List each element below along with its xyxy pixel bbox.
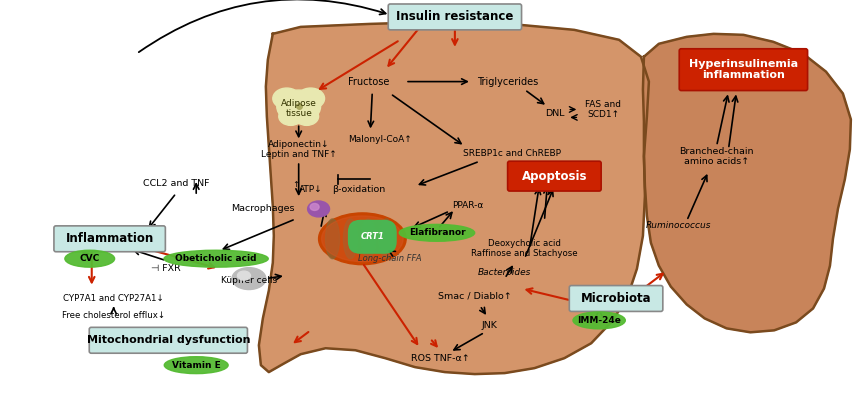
Text: Deoxycholic acid
Raffinose and Stachyose: Deoxycholic acid Raffinose and Stachyose (471, 239, 578, 258)
Text: ↑: ↑ (292, 180, 299, 188)
Ellipse shape (318, 213, 407, 265)
FancyBboxPatch shape (679, 49, 808, 90)
Text: Bacteroides: Bacteroides (478, 268, 531, 277)
Ellipse shape (277, 90, 321, 123)
Text: Insulin resistance: Insulin resistance (396, 10, 514, 23)
Text: Triglycerides: Triglycerides (477, 77, 538, 87)
Text: Macrophages: Macrophages (231, 205, 295, 213)
FancyBboxPatch shape (89, 327, 247, 353)
Text: Vitamin E: Vitamin E (172, 361, 221, 370)
Text: Smac / Diablo↑: Smac / Diablo↑ (438, 291, 512, 300)
Text: FAS and
SCD1↑: FAS and SCD1↑ (585, 100, 621, 119)
Text: ROS TNF-α↑: ROS TNF-α↑ (411, 354, 470, 363)
Ellipse shape (65, 250, 115, 267)
Text: CYP7A1 and CYP27A1↓: CYP7A1 and CYP27A1↓ (63, 294, 164, 303)
Text: CCL2 and TNF: CCL2 and TNF (143, 179, 209, 188)
Text: DNL: DNL (545, 109, 564, 118)
Ellipse shape (362, 219, 375, 259)
Text: Adiponectin↓
Leptin and TNF↑: Adiponectin↓ Leptin and TNF↑ (261, 139, 336, 159)
Ellipse shape (272, 88, 301, 109)
Text: SREBP1c and ChREBP: SREBP1c and ChREBP (463, 149, 561, 158)
Text: Hyperinsulinemia
inflammation: Hyperinsulinemia inflammation (689, 59, 798, 81)
Ellipse shape (232, 268, 266, 290)
Polygon shape (643, 34, 851, 332)
Ellipse shape (164, 357, 228, 374)
Ellipse shape (164, 250, 268, 267)
Ellipse shape (325, 219, 339, 259)
Text: Inflammation: Inflammation (66, 232, 154, 245)
FancyBboxPatch shape (508, 161, 601, 191)
FancyBboxPatch shape (388, 4, 522, 30)
Ellipse shape (311, 203, 319, 211)
Text: CRT1: CRT1 (361, 232, 384, 241)
Text: ⊣ FXR: ⊣ FXR (151, 264, 182, 273)
Text: Elafibranor: Elafibranor (408, 228, 465, 237)
Ellipse shape (238, 271, 251, 280)
Text: IMM-24e: IMM-24e (577, 316, 621, 325)
Text: JNK: JNK (482, 321, 497, 330)
Text: Branched-chain
amino acids↑: Branched-chain amino acids↑ (679, 147, 753, 166)
Ellipse shape (295, 107, 318, 125)
Text: Fructose: Fructose (348, 77, 389, 87)
Text: Mitochondrial dysfunction: Mitochondrial dysfunction (86, 335, 250, 345)
FancyBboxPatch shape (569, 286, 663, 311)
Ellipse shape (279, 107, 303, 125)
Ellipse shape (400, 224, 475, 241)
FancyBboxPatch shape (54, 226, 165, 252)
Text: Ruminococcus: Ruminococcus (646, 221, 712, 230)
Text: ATP↓: ATP↓ (298, 184, 323, 194)
Ellipse shape (297, 88, 324, 109)
Ellipse shape (573, 312, 625, 329)
Ellipse shape (322, 216, 403, 261)
Text: PPAR-α: PPAR-α (452, 201, 484, 211)
Text: β-oxidation: β-oxidation (332, 184, 385, 194)
Ellipse shape (379, 219, 394, 259)
Ellipse shape (308, 201, 330, 217)
Text: Obeticholic acid: Obeticholic acid (176, 254, 257, 263)
Text: Long-chain FFA: Long-chain FFA (358, 254, 422, 263)
Ellipse shape (343, 219, 357, 259)
Text: Microbiota: Microbiota (580, 292, 651, 305)
Polygon shape (259, 22, 649, 374)
Text: CVC: CVC (80, 254, 99, 263)
Text: Küpffer cells: Küpffer cells (221, 276, 277, 285)
Text: Malonyl-CoA↑: Malonyl-CoA↑ (349, 135, 412, 144)
Text: Free cholesterol efflux↓: Free cholesterol efflux↓ (62, 311, 165, 320)
Text: Adipose
tissue: Adipose tissue (281, 99, 317, 118)
Text: Apoptosis: Apoptosis (522, 169, 587, 182)
